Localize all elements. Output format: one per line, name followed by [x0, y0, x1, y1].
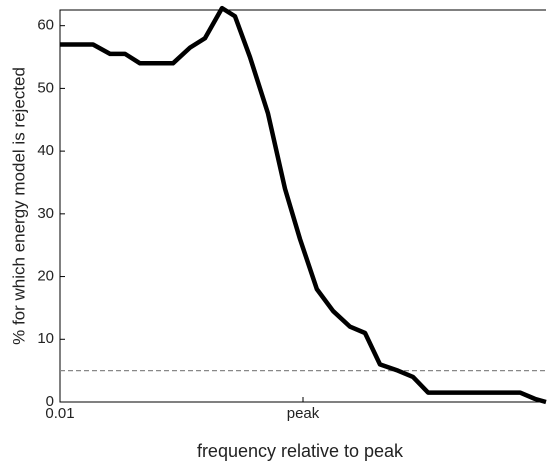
y-tick-label: 40 — [37, 142, 54, 159]
y-axis-label: % for which energy model is rejected — [9, 67, 28, 345]
data-line — [60, 5, 547, 405]
plot-frame — [59, 9, 546, 403]
y-tick-label: 60 — [37, 17, 54, 34]
x-tick-label: 0.01 — [45, 405, 74, 422]
y-tick-label: 10 — [37, 330, 54, 347]
x-axis-label: frequency relative to peak — [197, 441, 404, 461]
y-tick-label: 30 — [37, 205, 54, 222]
y-tick-label: 50 — [37, 79, 54, 96]
y-tick-label: 20 — [37, 268, 54, 285]
y-tick-label: 0 — [46, 393, 54, 410]
x-tick-label: peak — [287, 405, 320, 422]
